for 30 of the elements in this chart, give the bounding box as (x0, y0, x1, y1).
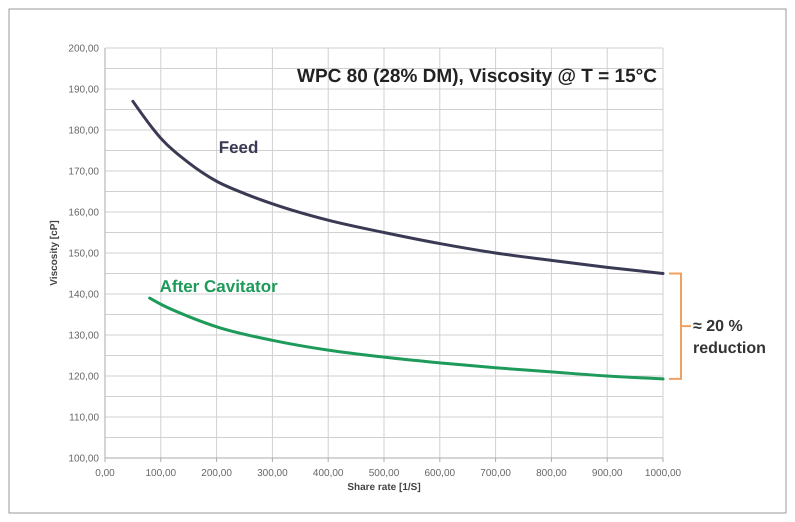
y-tick-label: 100,00 (68, 454, 100, 464)
y-axis-title: Viscosity [cP] (49, 220, 60, 286)
x-axis-title: Share rate [1/S] (347, 482, 421, 493)
x-tick-label: 0,00 (95, 468, 116, 479)
y-tick-label: 120,00 (68, 372, 100, 382)
y-tick-label: 180,00 (68, 126, 100, 136)
x-tick-label: 400,00 (312, 468, 344, 479)
line-series (148, 296, 664, 380)
x-tick-label: 200,00 (201, 468, 232, 479)
y-tick-label: 190,00 (68, 84, 100, 96)
x-tick-label: 100,00 (146, 468, 177, 479)
x-tick-label: 1000,00 (644, 468, 682, 479)
x-tick-label: 900,00 (592, 468, 623, 479)
text: WPC 80 (28% DM), Viscosity @ T = 15°C (297, 66, 658, 87)
y-tick-label: 140,00 (68, 290, 100, 300)
x-tick-label: 800,00 (536, 468, 568, 479)
x-tick-label: 300,00 (257, 468, 288, 479)
y-tick-label: 150,00 (68, 248, 100, 260)
y-tick-label: 170,00 (68, 166, 100, 178)
series-label: After Cavitator (160, 277, 278, 296)
x-tick-label: 500,00 (368, 468, 400, 479)
series-label: Feed (218, 138, 258, 157)
y-tick-label: 130,00 (68, 330, 100, 342)
text: ≈ 20 % reduction (693, 318, 766, 358)
y-tick-label: 200,00 (68, 44, 100, 54)
line-series (131, 100, 664, 275)
y-tick-label: 160,00 (68, 208, 100, 218)
x-tick-label: 600,00 (424, 468, 456, 479)
y-tick-label: 110,00 (69, 412, 100, 424)
x-tick-label: 700,00 (480, 468, 512, 479)
